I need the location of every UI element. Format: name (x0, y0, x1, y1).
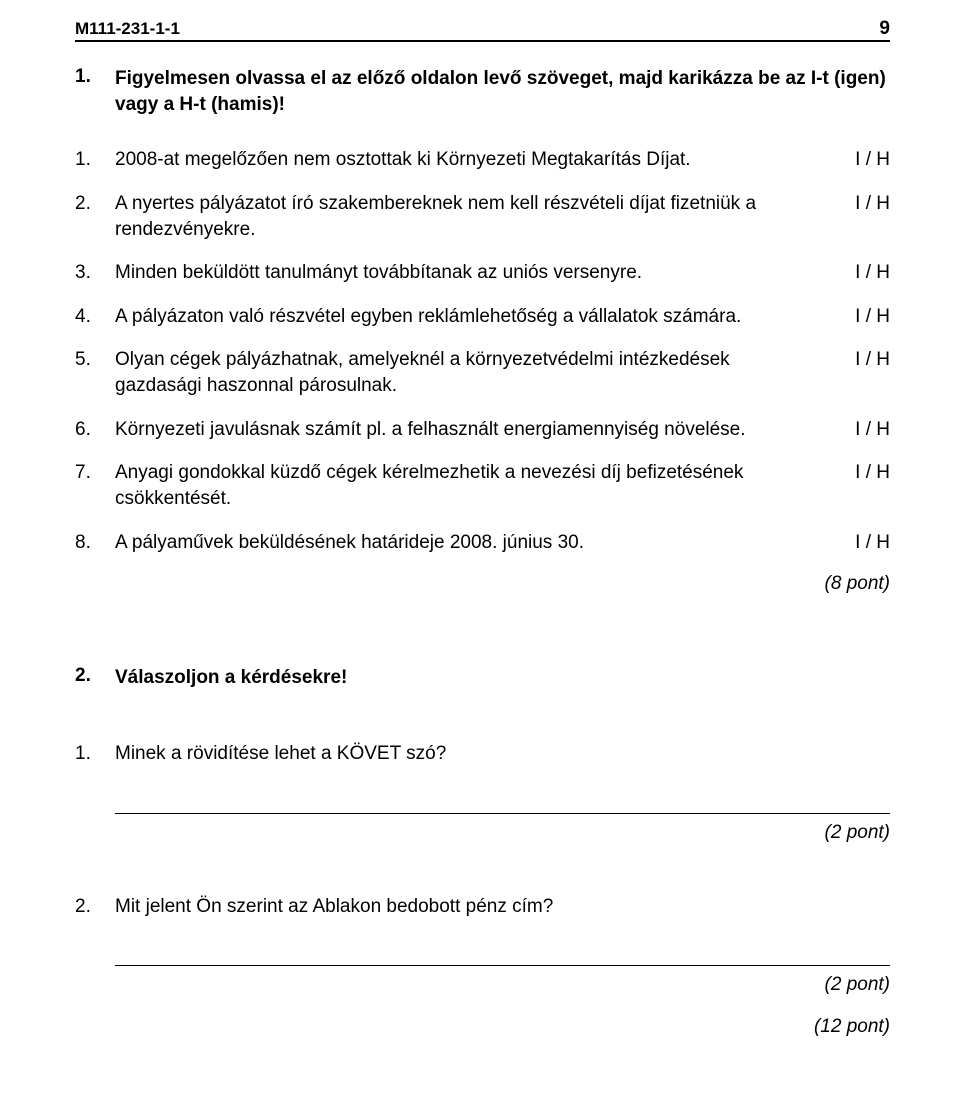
statement-number: 6. (75, 417, 115, 443)
section-1-number: 1. (75, 66, 115, 117)
statement-number: 2. (75, 191, 115, 242)
statement-text: A pályaművek beküldésének határideje 200… (115, 530, 830, 556)
true-false-choice[interactable]: I / H (830, 417, 890, 443)
page-header: M111-231-1-1 9 (75, 18, 890, 42)
statement-row: 1. 2008-at megelőzően nem osztottak ki K… (75, 147, 890, 173)
question-number: 1. (75, 741, 115, 767)
question-row: 2. Mit jelent Ön szerint az Ablakon bedo… (75, 894, 890, 920)
section-1-title: Figyelmesen olvassa el az előző oldalon … (115, 66, 890, 117)
true-false-choice[interactable]: I / H (830, 191, 890, 242)
question-text: Mit jelent Ön szerint az Ablakon bedobot… (115, 894, 890, 920)
statement-text: Anyagi gondokkal küzdő cégek kérelmezhet… (115, 460, 830, 511)
statement-row: 4. A pályázaton való részvétel egyben re… (75, 304, 890, 330)
points-label-12: (12 pont) (75, 1016, 890, 1038)
points-label-2: (2 pont) (75, 974, 890, 996)
true-false-choice[interactable]: I / H (830, 347, 890, 398)
statement-text: Környezeti javulásnak számít pl. a felha… (115, 417, 830, 443)
statement-row: 2. A nyertes pályázatot író szakemberekn… (75, 191, 890, 242)
statement-row: 5. Olyan cégek pályázhatnak, amelyeknél … (75, 347, 890, 398)
statement-text: A pályázaton való részvétel egyben reklá… (115, 304, 830, 330)
section-2-title: Válaszoljon a kérdésekre! (115, 665, 890, 691)
statement-text: Olyan cégek pályázhatnak, amelyeknél a k… (115, 347, 830, 398)
statement-row: 7. Anyagi gondokkal küzdő cégek kérelmez… (75, 460, 890, 511)
answer-blank-line[interactable] (115, 965, 890, 966)
statement-row: 8. A pályaművek beküldésének határideje … (75, 530, 890, 556)
question-text: Minek a rövidítése lehet a KÖVET szó? (115, 741, 890, 767)
answer-blank-line[interactable] (115, 813, 890, 814)
statement-row: 6. Környezeti javulásnak számít pl. a fe… (75, 417, 890, 443)
true-false-choice[interactable]: I / H (830, 460, 890, 511)
true-false-choice[interactable]: I / H (830, 147, 890, 173)
question-number: 2. (75, 894, 115, 920)
statement-number: 1. (75, 147, 115, 173)
statement-row: 3. Minden beküldött tanulmányt továbbíta… (75, 260, 890, 286)
points-label-8: (8 pont) (75, 573, 890, 595)
statement-text: A nyertes pályázatot író szakembereknek … (115, 191, 830, 242)
question-row: 1. Minek a rövidítése lehet a KÖVET szó? (75, 741, 890, 767)
statement-text: 2008-at megelőzően nem osztottak ki Körn… (115, 147, 830, 173)
section-1-heading: 1. Figyelmesen olvassa el az előző oldal… (75, 66, 890, 117)
true-false-choice[interactable]: I / H (830, 530, 890, 556)
section-2-number: 2. (75, 665, 115, 691)
statement-number: 8. (75, 530, 115, 556)
statement-number: 5. (75, 347, 115, 398)
statement-text: Minden beküldött tanulmányt továbbítanak… (115, 260, 830, 286)
statement-number: 7. (75, 460, 115, 511)
page-number: 9 (879, 18, 890, 40)
true-false-choice[interactable]: I / H (830, 260, 890, 286)
section-2-heading: 2. Válaszoljon a kérdésekre! (75, 665, 890, 691)
points-label-2: (2 pont) (75, 822, 890, 844)
true-false-choice[interactable]: I / H (830, 304, 890, 330)
exam-page: M111-231-1-1 9 1. Figyelmesen olvassa el… (0, 0, 960, 1101)
statement-number: 3. (75, 260, 115, 286)
statement-number: 4. (75, 304, 115, 330)
doc-code: M111-231-1-1 (75, 19, 180, 39)
